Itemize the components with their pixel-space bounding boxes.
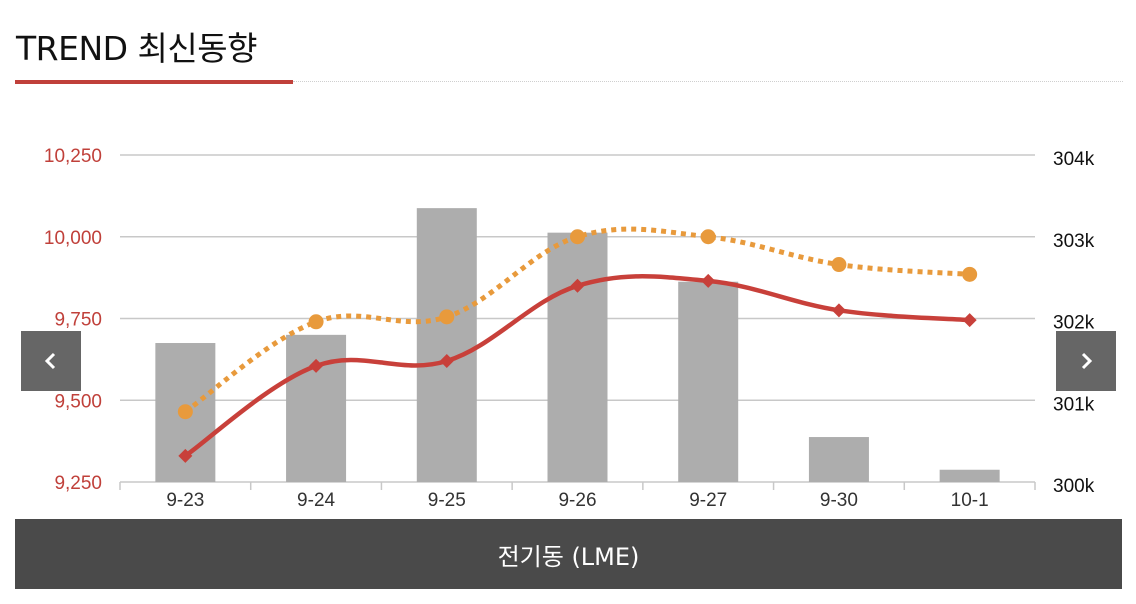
prev-button[interactable] bbox=[21, 331, 81, 391]
x-tick-label: 9-25 bbox=[428, 490, 466, 511]
y-left-tick-label: 9,500 bbox=[54, 391, 102, 412]
bar bbox=[286, 334, 347, 482]
page-title: TREND 최신동향 bbox=[16, 29, 257, 68]
line-marker-diamond bbox=[439, 354, 454, 369]
bar bbox=[547, 232, 608, 482]
footer-bar: 전기동 (LME) bbox=[15, 519, 1122, 589]
axes: 10,250 10,000 9,750 9,500 9,250 304k 303k 302k 3… bbox=[44, 146, 1095, 511]
x-tick-label: 9-26 bbox=[558, 490, 596, 511]
line-marker-circle bbox=[177, 404, 193, 420]
line-marker-circle bbox=[962, 266, 978, 282]
y-right-tick-label: 300k bbox=[1053, 476, 1095, 497]
y-right-tick-label: 304k bbox=[1053, 149, 1095, 170]
line-marker-circle bbox=[308, 314, 324, 330]
x-tick-label: 9-24 bbox=[297, 490, 335, 511]
line-marker-circle bbox=[570, 229, 585, 245]
bar bbox=[416, 208, 477, 482]
line-marker-diamond bbox=[831, 303, 846, 318]
line-marker-circle bbox=[700, 229, 716, 245]
line-marker-diamond bbox=[178, 448, 193, 463]
x-tick-label: 9-30 bbox=[820, 490, 858, 511]
bar bbox=[939, 469, 1000, 482]
x-tick-label: 10-1 bbox=[951, 490, 989, 511]
bar-series bbox=[155, 208, 1000, 482]
footer-label: 전기동 (LME) bbox=[497, 542, 640, 571]
next-button[interactable] bbox=[1056, 331, 1116, 391]
line-marker-diamond bbox=[570, 278, 585, 293]
y-left-tick-label: 10,250 bbox=[44, 146, 102, 167]
y-right-tick-label: 301k bbox=[1053, 394, 1095, 415]
line-marker-diamond bbox=[962, 313, 977, 328]
chevron-right-icon bbox=[1081, 352, 1093, 370]
x-tick-label: 9-23 bbox=[166, 490, 204, 511]
chevron-left-icon bbox=[44, 352, 56, 370]
bar bbox=[808, 437, 869, 482]
title-underline bbox=[15, 80, 293, 84]
y-left-tick-label: 9,250 bbox=[54, 473, 102, 494]
x-tick-label: 9-27 bbox=[689, 490, 727, 511]
line-marker-circle bbox=[439, 309, 455, 325]
line-markers bbox=[177, 229, 978, 463]
y-left-tick-label: 10,000 bbox=[44, 228, 102, 249]
trend-chart: 10,250 10,000 9,750 9,500 9,250 304k 303k 302k 3… bbox=[44, 146, 1095, 511]
title-divider bbox=[293, 81, 1123, 82]
y-right-tick-label: 302k bbox=[1053, 313, 1095, 334]
line-marker-circle bbox=[831, 257, 847, 273]
y-left-tick-label: 9,750 bbox=[54, 310, 102, 331]
line-marker-diamond bbox=[309, 358, 324, 373]
y-right-tick-label: 303k bbox=[1053, 231, 1095, 252]
line-marker-diamond bbox=[701, 273, 716, 288]
bar bbox=[678, 281, 739, 482]
